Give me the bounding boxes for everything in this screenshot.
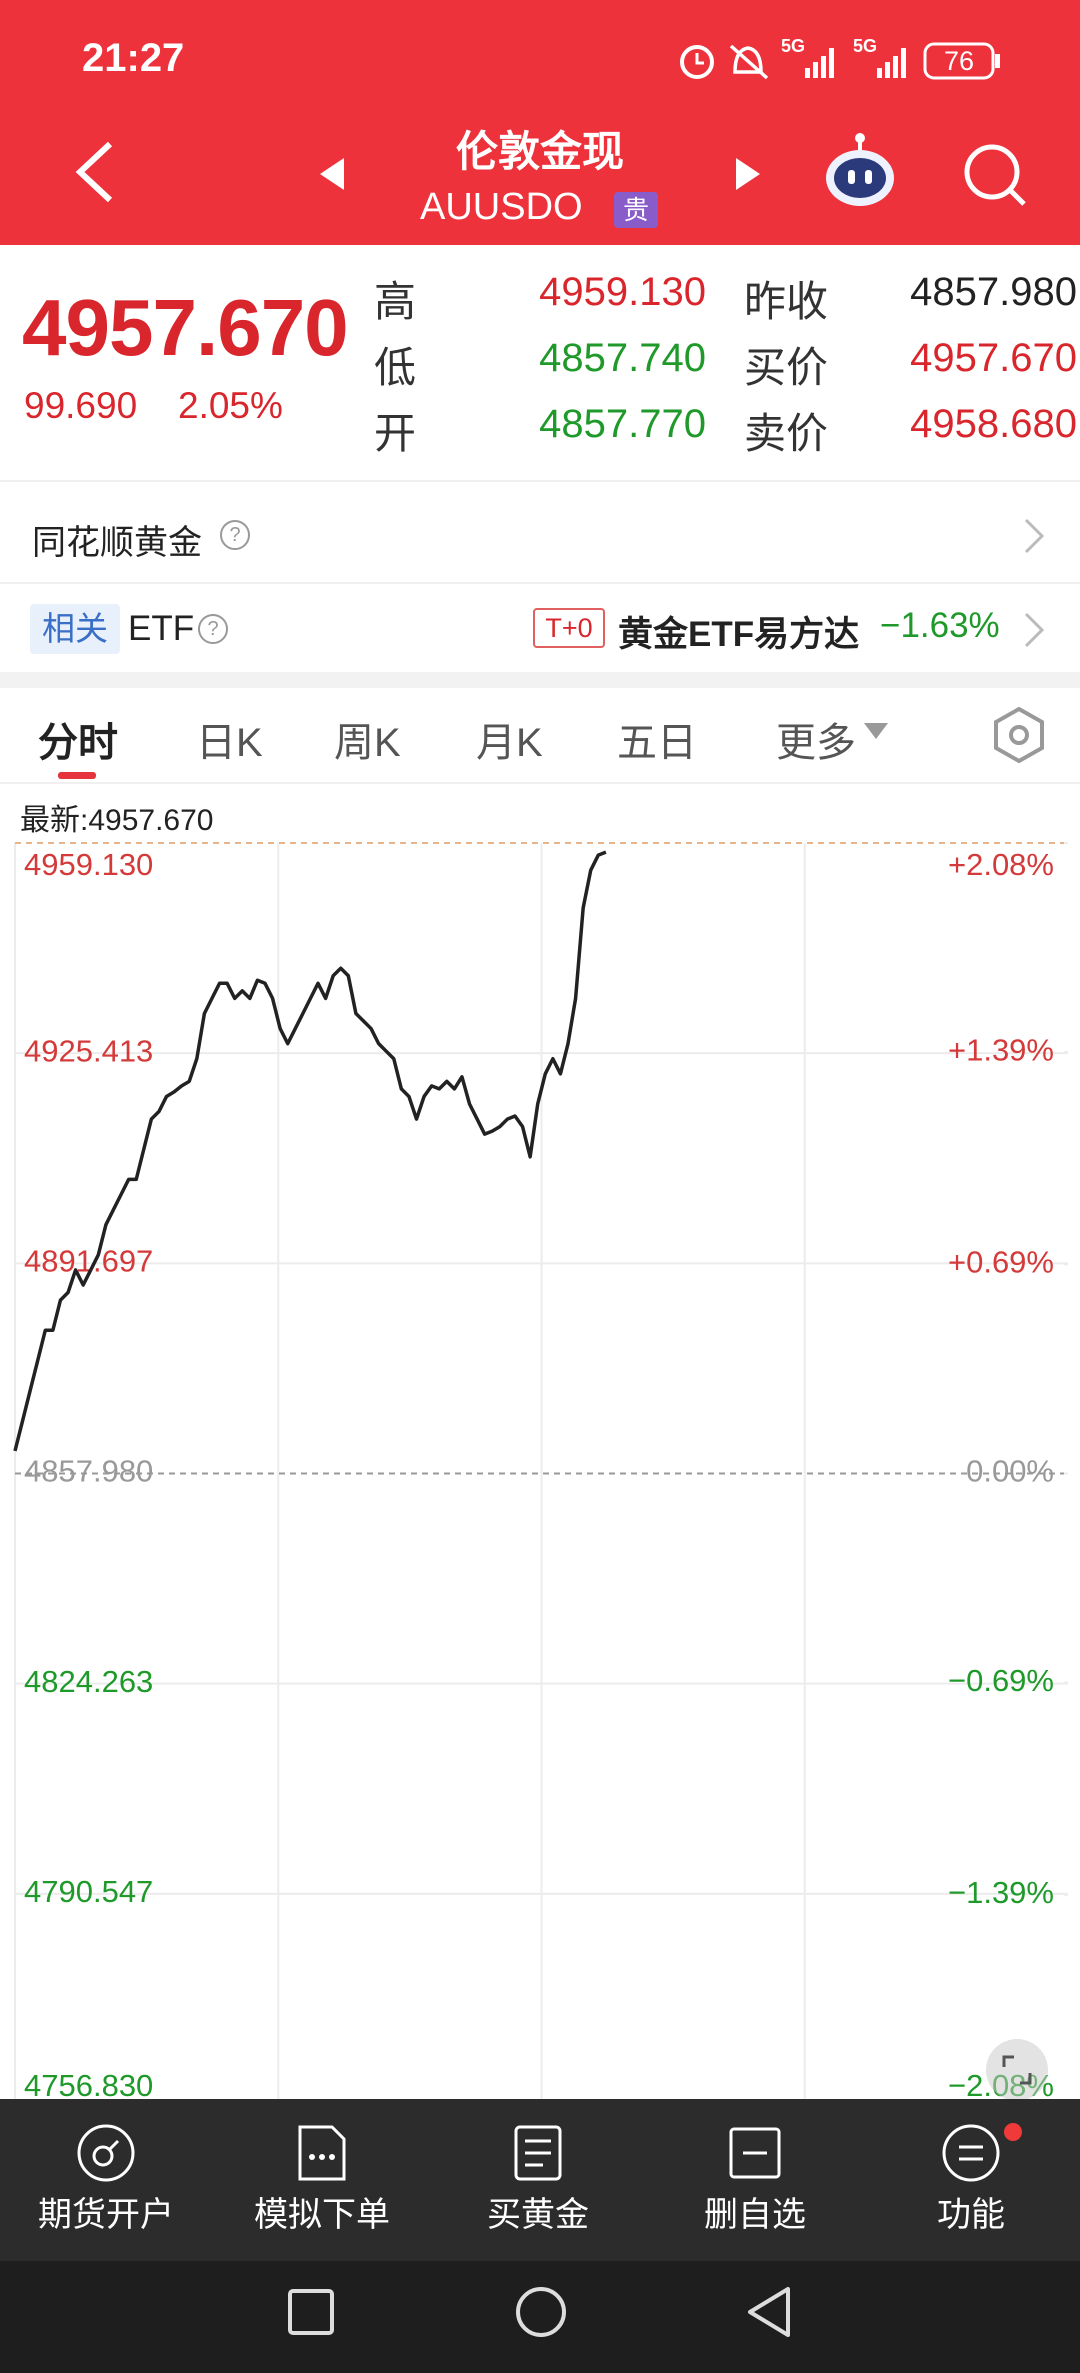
y-tick-label: 4857.980 (24, 1454, 153, 1489)
tab[interactable]: 日K (196, 721, 263, 765)
field-label: 高 (374, 278, 417, 325)
top-bar: 21:27 5G 5G 76 伦敦金现 AUUSDO 贵 (0, 0, 1080, 245)
recent-apps[interactable] (286, 2287, 336, 2337)
y-tick-label: 4959.130 (24, 847, 153, 882)
y-tick-label: 4790.547 (24, 1874, 153, 1909)
nav-item[interactable]: 删自选 (655, 2099, 855, 2261)
badge: 贵 (614, 192, 658, 228)
y2-tick-label: −0.69% (948, 1663, 1054, 1698)
battery-level: 76 (944, 46, 974, 76)
settings-button[interactable] (990, 706, 1048, 764)
status-icons: 5G 5G 76 (680, 38, 1000, 80)
nav-label: 模拟下单 (254, 2196, 390, 2234)
latest-price: 最新:4957.670 (20, 804, 214, 837)
price-change-pct: 2.05% (178, 385, 283, 426)
notification-dot (1004, 2123, 1022, 2141)
tab-indicator (58, 772, 96, 779)
tab[interactable]: 月K (476, 721, 543, 765)
fullscreen-button[interactable] (984, 2037, 1050, 2103)
nav-label: 买黄金 (487, 2196, 589, 2234)
nav-item[interactable]: 买黄金 (438, 2099, 638, 2261)
dropdown-arrow (864, 723, 888, 739)
y-tick-label: 4756.830 (24, 2068, 153, 2103)
last-price: 4957.670 (22, 283, 349, 372)
back-button[interactable] (72, 140, 122, 204)
separator (0, 782, 1080, 784)
nav-label: 功能 (937, 2196, 1005, 2234)
price-line (13, 850, 607, 1452)
nav-label: 期货开户 (38, 2196, 174, 2234)
back[interactable] (744, 2285, 794, 2339)
field-value: 4857.770 (539, 402, 706, 446)
help-icon[interactable]: ? (198, 614, 228, 644)
y2-tick-label: −1.39% (948, 1875, 1054, 1910)
etf-fund[interactable]: 黄金ETF易方达 (618, 615, 860, 654)
y2-tick-label: +0.69% (948, 1245, 1054, 1280)
y2-tick-label: +2.08% (948, 847, 1054, 882)
search-button[interactable] (960, 140, 1030, 210)
t0-badge: T+0 (533, 608, 605, 648)
field-value: 4959.130 (539, 270, 706, 314)
y2-tick-label: 0.00% (966, 1454, 1054, 1489)
section-gap (0, 672, 1080, 688)
home[interactable] (514, 2285, 568, 2339)
network-label: 5G (853, 38, 877, 56)
bottom-nav: 期货开户 模拟下单 买黄金 删自选 功能 (0, 2099, 1080, 2261)
y-tick-label: 4824.263 (24, 1664, 153, 1699)
prev-button[interactable] (318, 156, 348, 192)
nav-item[interactable]: 模拟下单 (222, 2099, 422, 2261)
field-label: 开 (374, 410, 417, 457)
related-tag: 相关 (30, 604, 120, 654)
y2-tick-label: +1.39% (948, 1032, 1054, 1067)
field-label: 卖价 (744, 410, 829, 457)
status-time: 21:27 (82, 36, 185, 80)
nav-label: 删自选 (704, 2196, 806, 2234)
separator (0, 582, 1080, 584)
network-label: 5G (781, 38, 805, 56)
field-value: 4957.670 (910, 336, 1077, 380)
field-value: 4857.980 (910, 270, 1077, 314)
system-nav (0, 2261, 1080, 2373)
brand-label: 同花顺黄金 (32, 524, 202, 562)
price-change: 99.690 (24, 385, 138, 426)
y-tick-label: 4925.413 (24, 1033, 153, 1068)
field-label: 买价 (744, 344, 829, 391)
help-icon[interactable]: ? (220, 520, 250, 550)
code: AUUSDO (420, 186, 583, 228)
chevron[interactable] (1022, 610, 1046, 650)
etf-change: −1.63% (880, 606, 1000, 645)
separator (0, 480, 1080, 482)
nav-item[interactable]: 期货开户 (6, 2099, 206, 2261)
field-label: 昨收 (744, 278, 829, 325)
field-value: 4857.740 (539, 336, 706, 380)
tab[interactable]: 周K (334, 721, 401, 765)
tab[interactable]: 五日 (617, 721, 697, 765)
next-button[interactable] (732, 156, 762, 192)
etf-label: ETF (128, 609, 195, 648)
tab[interactable]: 分时 (38, 721, 118, 765)
assistant-button[interactable] (820, 132, 900, 212)
tab[interactable]: 更多 (776, 721, 856, 765)
chevron[interactable] (1022, 516, 1046, 556)
title: 伦敦金现 (455, 128, 624, 175)
field-label: 低 (374, 344, 417, 391)
nav-item[interactable]: 功能 (871, 2099, 1071, 2261)
field-value: 4958.680 (910, 402, 1077, 446)
